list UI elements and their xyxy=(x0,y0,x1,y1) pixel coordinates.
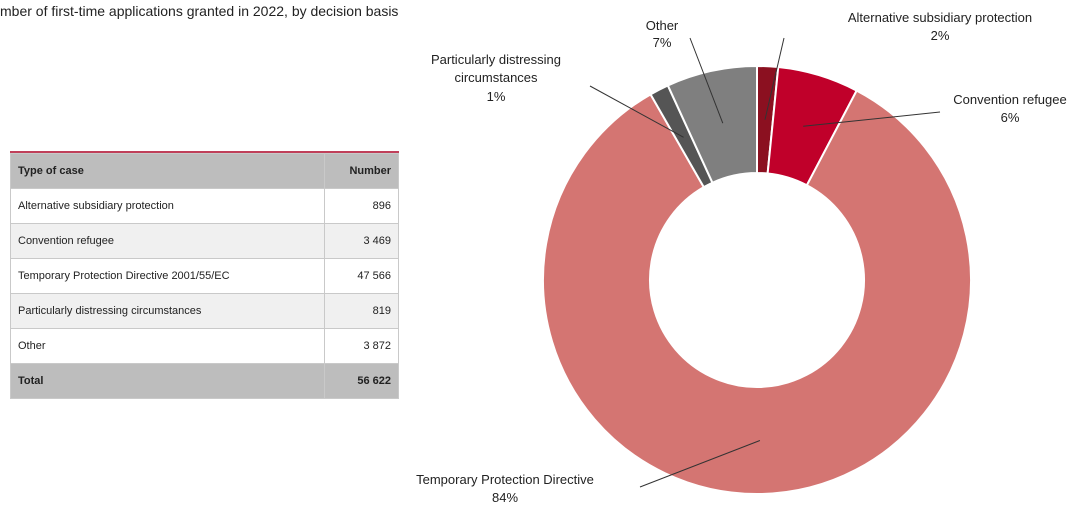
label-tpd-pct: 84% xyxy=(492,490,518,505)
label-convention-pct: 6% xyxy=(1001,110,1020,125)
label-other-pct: 7% xyxy=(653,35,672,50)
label-pdc-name2: circumstances xyxy=(454,70,538,85)
label-altsub-name: Alternative subsidiary protection xyxy=(848,10,1032,25)
label-altsub-pct: 2% xyxy=(931,28,950,43)
label-pdc-pct: 1% xyxy=(487,89,506,104)
label-tpd-name: Temporary Protection Directive xyxy=(416,472,594,487)
label-other-name: Other xyxy=(646,18,679,33)
label-pdc-name: Particularly distressing xyxy=(431,52,561,67)
label-convention-name: Convention refugee xyxy=(953,92,1066,107)
